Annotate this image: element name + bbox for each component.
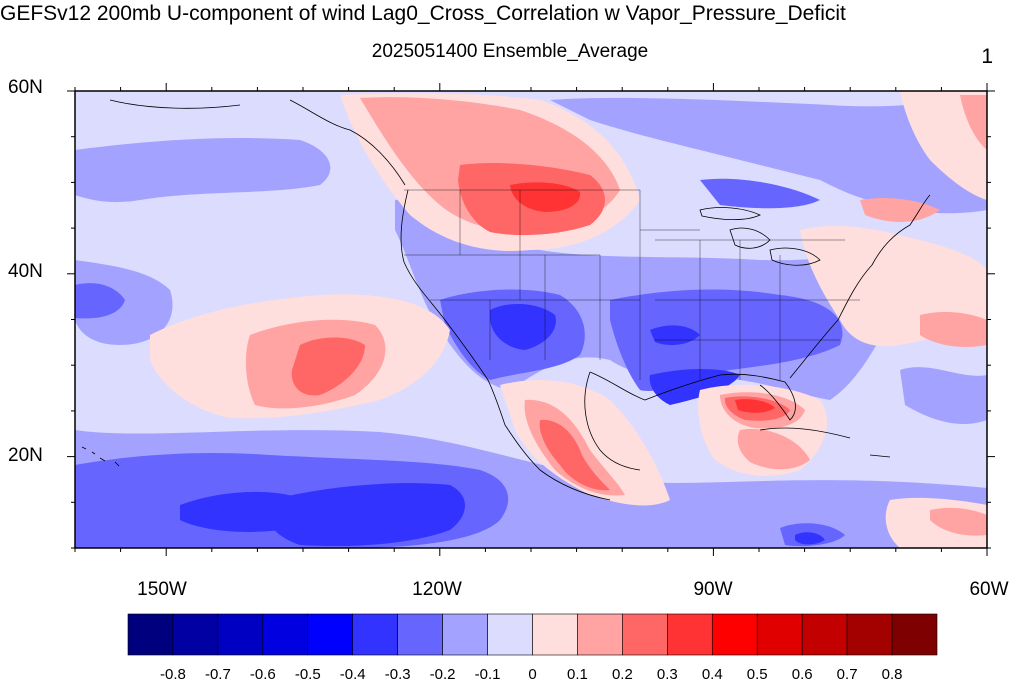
- hawaii-islands: [81, 446, 120, 467]
- lon-label-120w: 120W: [412, 579, 462, 600]
- lon-label-150w: 150W: [137, 579, 187, 600]
- colorbar-swatch: [532, 613, 578, 656]
- colorbar-label: 0.6: [791, 666, 813, 683]
- colorbar-swatch: [622, 613, 668, 656]
- colorbar-swatch: [397, 613, 443, 656]
- colorbar-swatch: [667, 613, 713, 656]
- lat-label-40n: 40N: [8, 261, 43, 282]
- caribbean-islands: [759, 427, 891, 458]
- colorbar-swatch: [442, 613, 488, 656]
- colorbar-swatch: [756, 613, 803, 656]
- lat-label-60n: 60N: [8, 77, 43, 98]
- colorbar-label: 0.7: [836, 666, 858, 683]
- colorbar-swatch: [127, 613, 174, 656]
- state-borders: [404, 189, 860, 380]
- map-title: GEFSv12 200mb U-component of wind Lag0_C…: [0, 2, 846, 25]
- mexico-coast: [504, 371, 641, 501]
- colorbar-label: -0.1: [474, 666, 501, 683]
- colorbar-label: -0.6: [249, 666, 276, 683]
- colorbar-label: -0.8: [160, 666, 186, 683]
- colorbar-swatch: [172, 613, 219, 656]
- colorbar-swatch: [801, 613, 848, 656]
- colorbar-swatch: [307, 613, 354, 656]
- colorbar-label: 0: [528, 666, 537, 683]
- map-subtitle: 2025051400 Ensemble_Average: [371, 41, 649, 62]
- colorbar-label: 0.1: [567, 666, 588, 683]
- lon-label-90w: 90W: [693, 579, 733, 600]
- colorbar-label: -0.7: [204, 666, 231, 683]
- colorbar-label: -0.2: [429, 666, 456, 683]
- lat-label-20n: 20N: [8, 445, 43, 466]
- colorbar-swatch: [487, 613, 533, 656]
- colorbar-swatch: [891, 613, 938, 656]
- panel-number: 1: [981, 45, 993, 68]
- colorbar-swatch: [711, 613, 758, 656]
- colorbar-label: 0.5: [746, 666, 768, 683]
- us-west-coast: [400, 189, 506, 426]
- colorbar-label: -0.4: [339, 666, 366, 683]
- colorbar: [127, 613, 938, 656]
- colorbar-label: 0.4: [701, 666, 723, 683]
- colorbar-swatch: [577, 613, 623, 656]
- colorbar-swatch: [262, 613, 309, 656]
- level-minus-0.3-regions: [180, 303, 825, 547]
- plot-frame: [67, 83, 995, 556]
- contour-fields: [75, 91, 987, 548]
- colorbar-label: 0.2: [611, 666, 633, 683]
- colorbar-label: -0.5: [294, 666, 321, 683]
- colorbar-swatch: [846, 613, 893, 656]
- colorbar-swatch: [217, 613, 264, 656]
- colorbar-label: -0.3: [384, 666, 411, 683]
- lon-label-60w: 60W: [969, 579, 1009, 600]
- colorbar-swatch: [352, 613, 398, 656]
- alaska-bc-coast: [109, 99, 406, 186]
- coastline-lines: [81, 99, 931, 501]
- gulf-coast: [589, 371, 796, 421]
- colorbar-label: 0.8: [881, 666, 903, 683]
- colorbar-label: 0.3: [656, 666, 678, 683]
